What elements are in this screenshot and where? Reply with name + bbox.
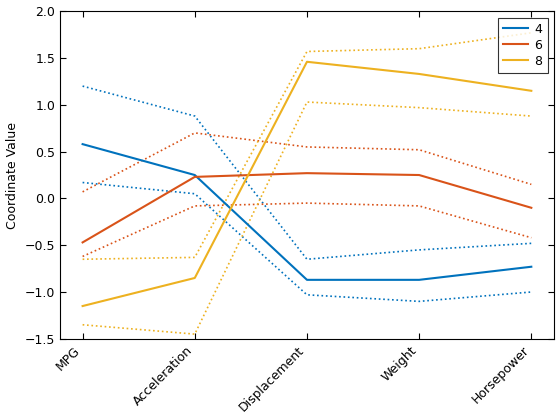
- Y-axis label: Coordinate Value: Coordinate Value: [6, 121, 19, 228]
- Legend: 4, 6, 8: 4, 6, 8: [498, 18, 548, 73]
